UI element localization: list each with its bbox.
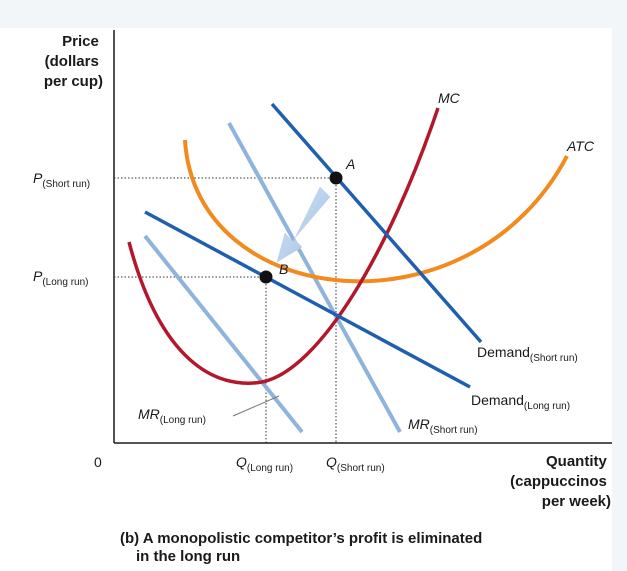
mr-long-run-label: MR(Long run) (138, 406, 206, 426)
guide-lines (114, 177, 337, 443)
mc-label: MC (438, 90, 461, 106)
mr-long-run-leader (232, 395, 280, 417)
atc-label: ATC (566, 138, 595, 154)
figure-caption: (b) A monopolistic competitor’s profit i… (120, 530, 600, 566)
caption-line-2: in the long run (136, 548, 241, 565)
demand-long-run-curve (144, 210, 471, 389)
y-axis-title: Price (dollars per cup) (44, 33, 103, 90)
demand-short-run-label: Demand(Short run) (477, 344, 578, 364)
atc-curve (183, 139, 569, 284)
mr-long-run-curve (143, 234, 304, 434)
quantity-tick-long-run: Q(Long run) (236, 454, 293, 474)
point-b-label: B (279, 261, 288, 277)
point-a-label: A (345, 156, 355, 172)
price-tick-short-run: P(Short run) (33, 170, 90, 190)
caption-line-1: (b) A monopolistic competitor’s profit i… (120, 530, 483, 547)
demand-short-run-curve (270, 102, 483, 344)
point-a (329, 171, 343, 185)
mr-short-run-label: MR(Short run) (408, 416, 478, 436)
right-band (612, 0, 627, 571)
quantity-tick-short-run: Q(Short run) (326, 454, 385, 474)
x-axis-title: Quantity (cappuccinos per week) (510, 453, 611, 510)
demand-long-run-label: Demand(Long run) (471, 392, 570, 412)
shift-arrow (276, 186, 331, 263)
top-band (0, 0, 627, 28)
point-b (259, 270, 273, 284)
origin-label: 0 (94, 454, 102, 470)
mc-curve (127, 107, 440, 385)
price-tick-long-run: P(Long run) (33, 268, 88, 288)
